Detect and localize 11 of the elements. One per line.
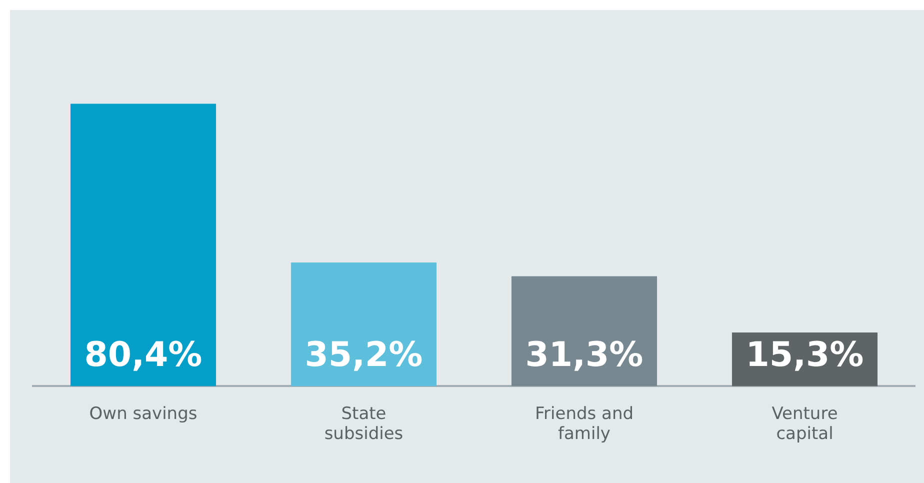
x-tick-label: State subsidies — [324, 404, 404, 444]
data-label: 80,4% — [84, 335, 202, 376]
data-label: 35,2% — [304, 335, 423, 376]
bar — [70, 104, 216, 386]
data-label: 15,3% — [746, 335, 864, 376]
x-tick-label: Own savings — [89, 404, 198, 424]
data-label: 31,3% — [525, 335, 644, 376]
bar — [290, 262, 437, 386]
x-tick-label: Venture capital — [772, 404, 838, 444]
bar — [511, 276, 658, 386]
x-tick-label: Friends and family — [534, 404, 634, 444]
